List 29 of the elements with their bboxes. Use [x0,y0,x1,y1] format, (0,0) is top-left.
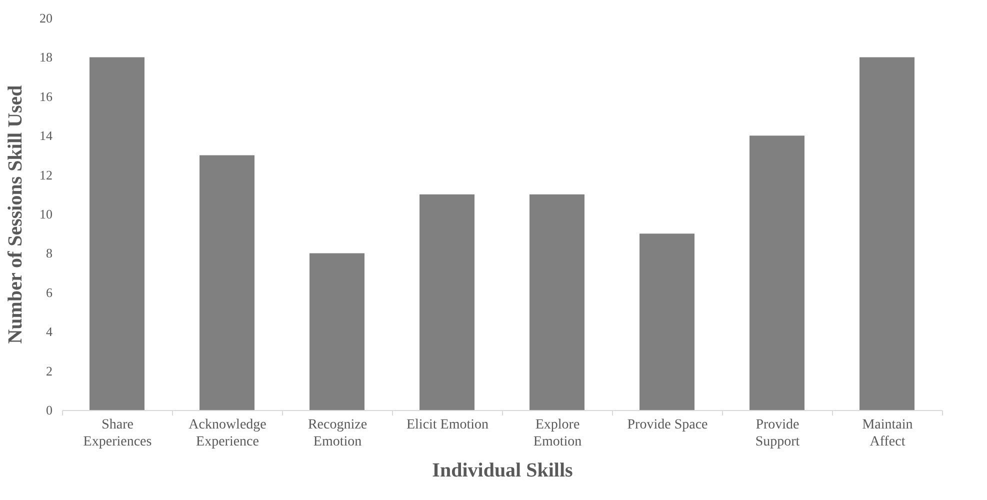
y-tick-label: 18 [40,50,52,65]
bar [310,253,364,410]
y-tick-label: 0 [46,402,52,418]
y-tick-label: 2 [46,363,52,378]
bar [530,194,584,410]
x-axis-title: Individual Skills [432,460,574,482]
bar [90,57,144,410]
x-tick-label: Provide Support [755,418,800,450]
bar [640,234,694,410]
y-tick-label: 8 [46,246,52,261]
bar [860,57,914,410]
x-tick-label: Recognize Emotion [308,418,368,450]
x-tick-label: Acknowledge Experience [188,418,266,450]
y-axis-title: Number of Sessions Skill Used [4,85,26,344]
x-tick-label: Elicit Emotion [406,418,489,432]
y-tick-label: 12 [40,167,52,182]
x-tick-label: Explore Emotion [533,418,582,450]
bar [750,136,804,410]
y-tick-label: 6 [46,284,53,300]
y-tick-label: 10 [40,206,52,222]
y-tick-label: 14 [40,128,53,144]
y-tick-label: 16 [40,88,53,104]
y-tick-label: 4 [46,324,53,340]
x-tick-label: Maintain Affect [862,418,913,450]
bar [200,155,254,410]
x-tick-label: Share Experiences [83,418,152,450]
bar [420,194,474,410]
x-tick-label: Provide Space [627,418,708,432]
y-tick-label: 20 [40,10,52,26]
